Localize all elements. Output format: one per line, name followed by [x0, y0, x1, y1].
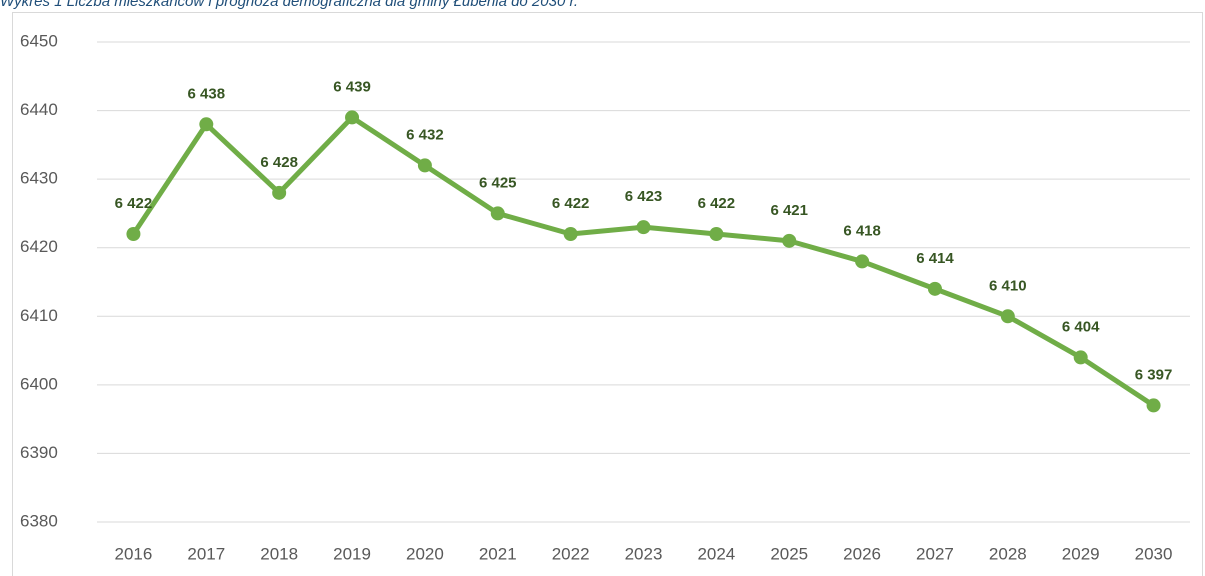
y-tick-label: 6380: [20, 511, 58, 530]
point: [417, 158, 432, 173]
x-tick-label: 2028: [989, 544, 1027, 563]
y-tick-label: 6440: [20, 100, 58, 119]
data-label: 6 423: [625, 188, 663, 205]
x-tick-label: 2019: [333, 544, 371, 563]
chart-title: Wykres 1 Liczba mieszkańców i prognoza d…: [0, 0, 578, 10]
x-tick-label: 2029: [1062, 544, 1100, 563]
data-label: 6 422: [115, 195, 153, 212]
point: [563, 227, 578, 241]
data-label: 6 439: [333, 78, 371, 95]
x-tick-label: 2016: [115, 544, 153, 563]
data-label: 6 422: [698, 195, 736, 212]
data-label: 6 421: [770, 202, 808, 219]
point: [345, 110, 360, 125]
data-label: 6 428: [260, 154, 298, 171]
point: [1073, 350, 1088, 365]
point: [126, 227, 141, 241]
point: [927, 281, 942, 296]
x-tick-label: 2030: [1135, 544, 1173, 563]
data-label: 6 425: [479, 174, 517, 191]
x-tick-label: 2021: [479, 544, 517, 563]
point: [199, 117, 214, 132]
data-label: 6 410: [989, 277, 1027, 294]
data-label: 6 422: [552, 195, 590, 212]
data-label: 6 418: [843, 222, 881, 239]
x-tick-label: 2017: [187, 544, 225, 563]
x-tick-label: 2027: [916, 544, 954, 563]
point: [709, 227, 724, 241]
y-tick-label: 6450: [20, 31, 58, 50]
y-tick-label: 6390: [20, 443, 58, 462]
y-tick-label: 6410: [20, 306, 58, 325]
point: [1000, 309, 1015, 324]
x-tick-label: 2022: [552, 544, 590, 563]
x-tick-label: 2018: [260, 544, 298, 563]
data-label: 6 432: [406, 126, 444, 143]
x-tick-label: 2025: [770, 544, 808, 563]
data-label: 6 414: [916, 250, 954, 267]
y-tick-label: 6420: [20, 237, 58, 256]
x-tick-label: 2024: [697, 544, 735, 563]
x-tick-label: 2023: [625, 544, 663, 563]
point: [782, 233, 797, 248]
point: [490, 206, 505, 221]
point: [636, 220, 651, 235]
point: [1146, 398, 1161, 413]
data-label: 6 397: [1135, 366, 1173, 383]
chart-frame: [12, 12, 1203, 576]
x-tick-label: 2020: [406, 544, 444, 563]
point: [855, 254, 870, 269]
x-tick-label: 2026: [843, 544, 881, 563]
data-label: 6 404: [1062, 318, 1100, 335]
y-tick-label: 6400: [20, 374, 58, 393]
y-tick-label: 6430: [20, 169, 58, 188]
point: [272, 185, 287, 200]
data-label: 6 438: [188, 85, 226, 102]
